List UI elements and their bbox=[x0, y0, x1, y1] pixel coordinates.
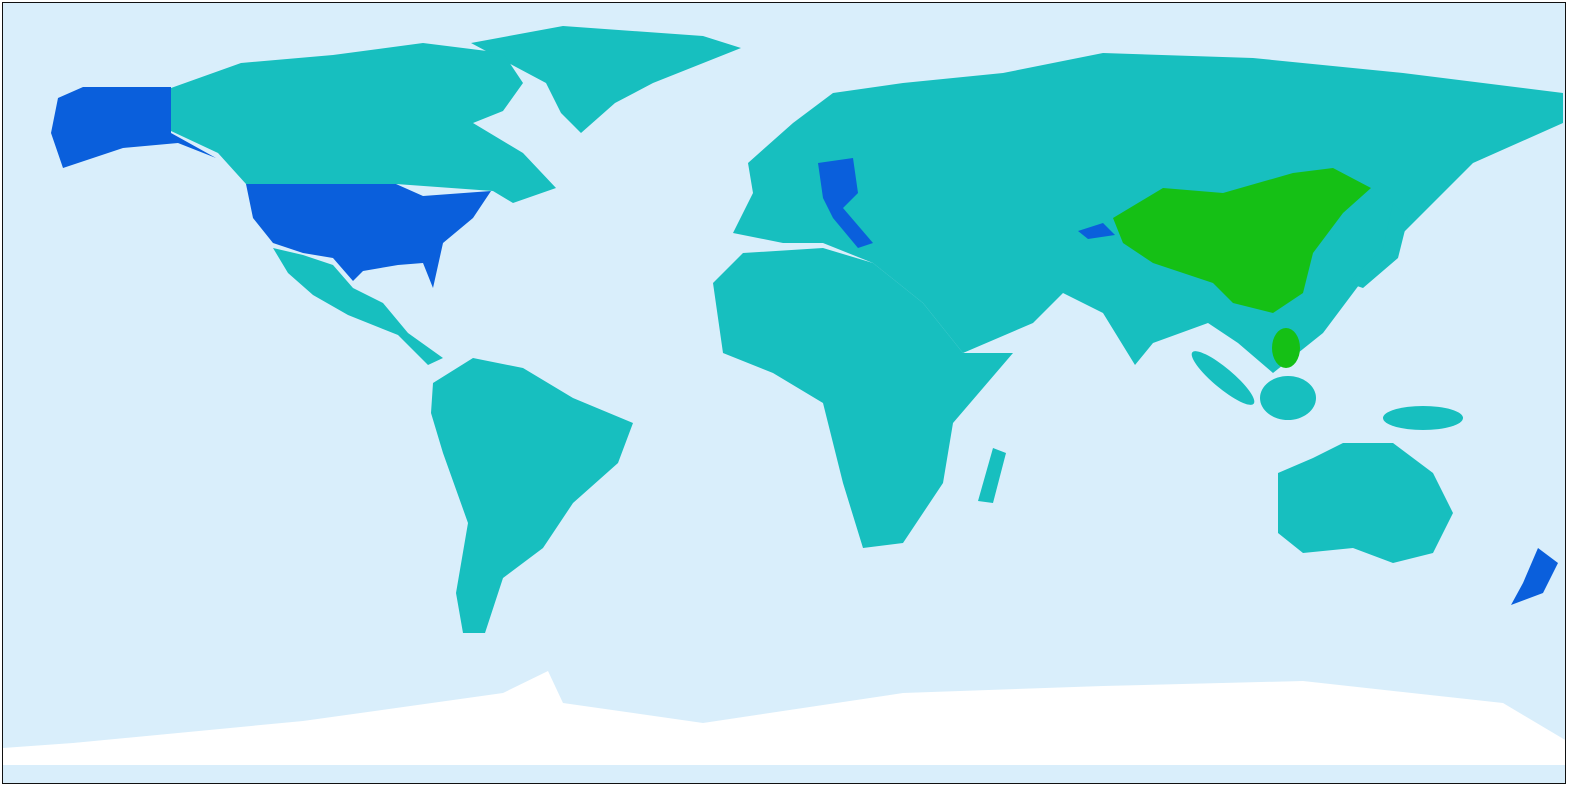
usa-contiguous[interactable] bbox=[246, 184, 491, 288]
usa-alaska[interactable] bbox=[51, 87, 216, 168]
new-guinea[interactable] bbox=[1383, 406, 1463, 430]
africa[interactable] bbox=[713, 248, 1013, 548]
world-map-canvas[interactable] bbox=[3, 3, 1566, 784]
south-america[interactable] bbox=[431, 358, 633, 633]
germany-italy[interactable] bbox=[818, 158, 873, 248]
new-zealand[interactable] bbox=[1511, 548, 1558, 605]
mexico-central-america[interactable] bbox=[273, 248, 443, 365]
japan[interactable] bbox=[1348, 203, 1408, 288]
canada[interactable] bbox=[171, 43, 556, 203]
antarctica[interactable] bbox=[3, 671, 1566, 765]
australia[interactable] bbox=[1278, 443, 1453, 563]
world-map[interactable] bbox=[2, 2, 1566, 784]
greenland[interactable] bbox=[471, 26, 741, 133]
china[interactable] bbox=[1113, 168, 1371, 313]
borneo[interactable] bbox=[1260, 376, 1316, 420]
sumatra[interactable] bbox=[1186, 345, 1260, 412]
blue-region-central-asia[interactable] bbox=[1078, 223, 1115, 239]
madagascar[interactable] bbox=[978, 448, 1006, 503]
philippines[interactable] bbox=[1272, 328, 1300, 368]
